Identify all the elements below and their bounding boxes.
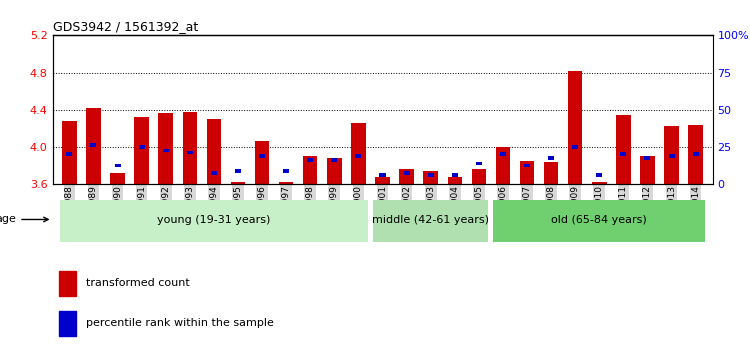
- Bar: [375, 177, 390, 184]
- Bar: [664, 126, 679, 184]
- Bar: [668, 154, 674, 158]
- Bar: [524, 164, 530, 167]
- Bar: [644, 156, 650, 160]
- Bar: [688, 125, 703, 184]
- Bar: [59, 271, 76, 296]
- Bar: [592, 182, 607, 184]
- Bar: [284, 169, 290, 173]
- Bar: [163, 149, 169, 153]
- Bar: [308, 158, 314, 162]
- Bar: [182, 112, 197, 184]
- Bar: [91, 143, 97, 147]
- Bar: [231, 182, 245, 184]
- Bar: [115, 164, 121, 167]
- Text: percentile rank within the sample: percentile rank within the sample: [86, 318, 273, 328]
- Bar: [279, 182, 293, 184]
- Bar: [86, 108, 100, 184]
- Text: young (19-31 years): young (19-31 years): [158, 216, 271, 225]
- Bar: [548, 156, 554, 160]
- Bar: [134, 117, 148, 184]
- Bar: [472, 169, 486, 184]
- Text: middle (42-61 years): middle (42-61 years): [372, 216, 489, 225]
- Bar: [693, 153, 699, 156]
- Bar: [520, 161, 534, 184]
- Bar: [500, 153, 506, 156]
- Bar: [427, 173, 433, 177]
- Bar: [424, 171, 438, 184]
- Text: age: age: [0, 215, 48, 224]
- Bar: [404, 171, 410, 175]
- Bar: [399, 169, 414, 184]
- Text: transformed count: transformed count: [86, 278, 189, 288]
- FancyBboxPatch shape: [494, 200, 705, 242]
- Bar: [568, 71, 583, 184]
- Bar: [496, 147, 510, 184]
- Bar: [332, 158, 338, 162]
- Bar: [259, 154, 265, 158]
- Bar: [327, 158, 341, 184]
- Bar: [596, 173, 602, 177]
- Bar: [351, 123, 366, 184]
- FancyBboxPatch shape: [60, 200, 368, 242]
- Bar: [62, 121, 76, 184]
- FancyBboxPatch shape: [373, 200, 488, 242]
- Bar: [158, 113, 173, 184]
- Bar: [66, 153, 72, 156]
- Bar: [452, 173, 458, 177]
- Bar: [235, 169, 241, 173]
- Bar: [211, 171, 217, 175]
- Text: old (65-84 years): old (65-84 years): [551, 216, 647, 225]
- Bar: [380, 173, 386, 177]
- Bar: [620, 153, 626, 156]
- Bar: [616, 115, 631, 184]
- Bar: [110, 173, 125, 184]
- Bar: [356, 154, 362, 158]
- Text: GDS3942 / 1561392_at: GDS3942 / 1561392_at: [53, 20, 198, 33]
- Bar: [640, 156, 655, 184]
- Bar: [448, 177, 462, 184]
- Bar: [187, 151, 193, 154]
- Bar: [544, 162, 558, 184]
- Bar: [303, 156, 317, 184]
- Bar: [59, 311, 76, 336]
- Bar: [207, 119, 221, 184]
- Bar: [572, 145, 578, 149]
- Bar: [476, 162, 482, 166]
- Bar: [255, 141, 269, 184]
- Bar: [139, 145, 145, 149]
